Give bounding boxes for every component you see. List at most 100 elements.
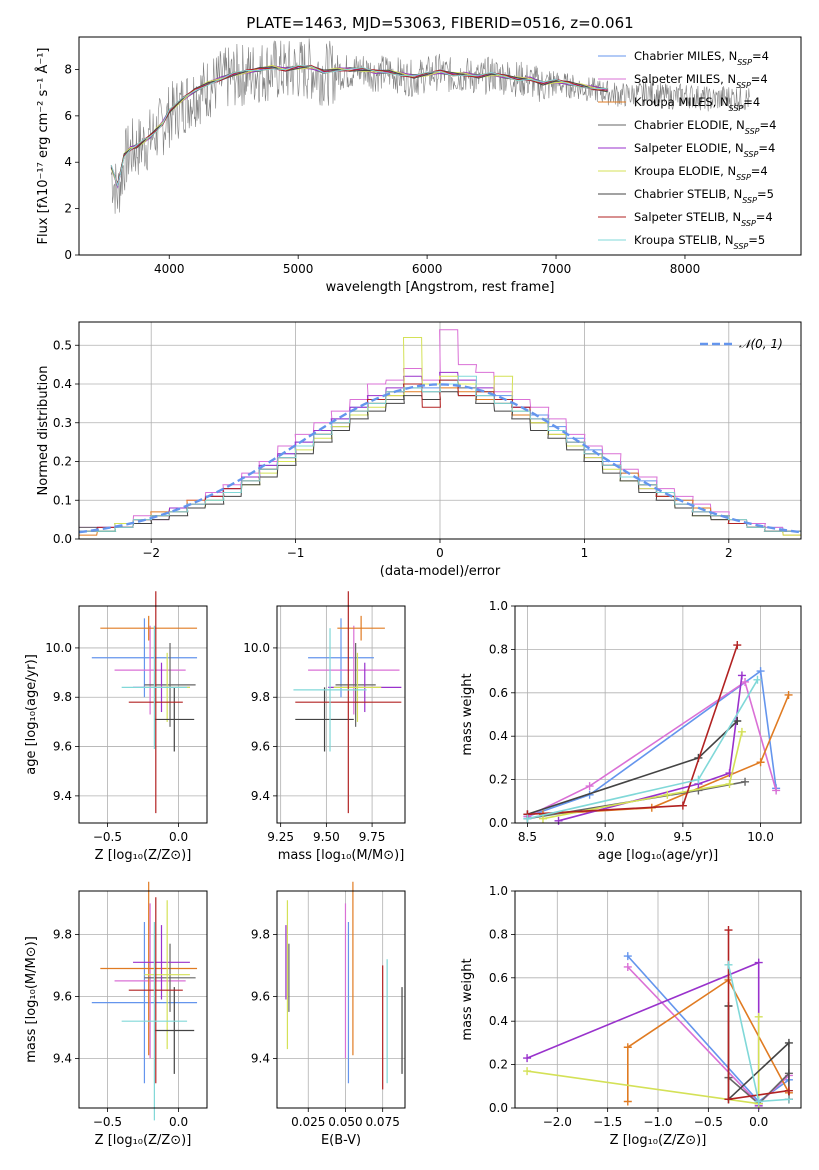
weight-line bbox=[527, 669, 777, 818]
y-axis-label: age [log₁₀(age/yr)] bbox=[24, 654, 39, 775]
weight-marker bbox=[725, 779, 734, 788]
y-tick-label: 0.6 bbox=[489, 686, 508, 700]
mass-vs-z-errorbars bbox=[91, 881, 198, 1121]
weight-marker bbox=[737, 671, 746, 680]
y-tick-label: 0.0 bbox=[489, 1101, 508, 1115]
legend-subscript: SSP bbox=[729, 104, 744, 113]
legend-subscript: SSP bbox=[736, 81, 751, 90]
x-tick-label: 9.25 bbox=[267, 830, 294, 844]
weight-marker bbox=[772, 786, 781, 795]
legend-text: Kroupa ELODIE, N bbox=[634, 164, 736, 178]
weight-marker bbox=[585, 782, 594, 791]
x-tick-label: 0.050 bbox=[328, 1115, 362, 1129]
x-tick-label: 10.0 bbox=[747, 830, 774, 844]
y-tick-label: 2 bbox=[64, 202, 72, 216]
y-tick-label: 0.4 bbox=[53, 377, 72, 391]
weight-marker bbox=[754, 1097, 763, 1106]
weight-marker bbox=[554, 816, 563, 825]
weight-marker bbox=[623, 1097, 632, 1106]
x-tick-label: −1 bbox=[287, 546, 305, 560]
x-tick-label: −2.0 bbox=[543, 1115, 572, 1129]
x-tick-label: 2 bbox=[725, 546, 733, 560]
weight-marker bbox=[523, 1054, 532, 1063]
y-tick-label: 6 bbox=[64, 109, 72, 123]
legend-label: Chabrier MILES, NSSP=4 bbox=[634, 49, 769, 67]
weight-marker bbox=[754, 1012, 763, 1021]
residuals-axes: −2 −1 0 1 2 0.0 0.1 0.2 0.3 0.4 0.5 (data-model)/er… bbox=[36, 322, 801, 579]
y-tick-label: 0.6 bbox=[489, 971, 508, 985]
y-tick-label: 0.2 bbox=[53, 455, 72, 469]
weight-marker bbox=[623, 952, 632, 961]
legend-suffix: =5 bbox=[748, 233, 765, 247]
weight-marker bbox=[538, 814, 547, 823]
legend-label: Chabrier ELODIE, NSSP=4 bbox=[634, 118, 776, 136]
x-tick-label: 7000 bbox=[541, 262, 572, 276]
legend-suffix: =4 bbox=[760, 118, 777, 132]
weight-line bbox=[727, 930, 790, 1101]
y-tick-label: 0.3 bbox=[53, 416, 72, 430]
legend-subscript: SSP bbox=[742, 196, 757, 205]
y-tick-label: 9.4 bbox=[251, 1051, 270, 1065]
y-tick-label: 1.0 bbox=[489, 884, 508, 898]
legend-label: 𝒩(0, 1) bbox=[739, 337, 783, 351]
legend-suffix: =4 bbox=[756, 210, 773, 224]
weight-marker bbox=[694, 775, 703, 784]
y-axis-label: mass weight bbox=[460, 958, 475, 1040]
x-tick-label: 0.075 bbox=[365, 1115, 399, 1129]
spectrum-frame bbox=[78, 36, 802, 256]
weight-marker bbox=[663, 790, 672, 799]
legend-text: Kroupa STELIB, N bbox=[634, 233, 734, 247]
y-tick-label: 4 bbox=[64, 155, 72, 169]
mass-vs-z-frame bbox=[78, 890, 208, 1109]
legend-suffix: =5 bbox=[757, 187, 774, 201]
y-tick-label: 0.1 bbox=[53, 493, 72, 507]
y-axis-label: Flux [fλ10⁻¹⁷ erg cm⁻² s⁻¹ Å⁻¹] bbox=[35, 48, 51, 245]
model-spectrum-line bbox=[110, 64, 608, 186]
x-tick-label: 5000 bbox=[283, 262, 314, 276]
mass-vs-ebv-frame bbox=[276, 890, 406, 1109]
legend-suffix: =4 bbox=[751, 72, 768, 86]
x-tick-label: 4000 bbox=[154, 262, 185, 276]
legend-subscript: SSP bbox=[741, 219, 756, 228]
age-vs-z-errorbars bbox=[91, 591, 198, 814]
weight-marker bbox=[756, 667, 765, 676]
y-tick-label: 0 bbox=[64, 248, 72, 262]
legend-suffix: =4 bbox=[751, 164, 768, 178]
legend-subscript: SSP bbox=[737, 58, 752, 67]
weight-marker bbox=[523, 1067, 532, 1076]
weight-marker bbox=[523, 814, 532, 823]
y-tick-label: 9.6 bbox=[53, 740, 72, 754]
model-spectrum-line bbox=[110, 65, 608, 186]
y-tick-label: 9.8 bbox=[53, 927, 72, 941]
x-tick-label: 9.5 bbox=[673, 830, 692, 844]
y-tick-label: 9.8 bbox=[53, 690, 72, 704]
y-axis-label: mass [log₁₀(M/M⊙)] bbox=[24, 936, 39, 1063]
weight-vs-z-lines bbox=[523, 926, 793, 1110]
observed-spectrum bbox=[110, 38, 750, 214]
weight-marker bbox=[724, 926, 733, 935]
residual-histograms bbox=[79, 329, 801, 539]
age-vs-z-frame bbox=[78, 605, 208, 824]
weight-marker bbox=[623, 1043, 632, 1052]
weight-marker bbox=[733, 641, 742, 650]
y-tick-label: 0.2 bbox=[489, 1058, 508, 1072]
weight-line bbox=[542, 731, 743, 820]
y-tick-label: 9.4 bbox=[53, 789, 72, 803]
legend-text: Chabrier MILES, N bbox=[634, 49, 737, 63]
weight-marker bbox=[784, 1086, 793, 1095]
x-tick-label: 6000 bbox=[412, 262, 443, 276]
weight-line bbox=[527, 680, 777, 818]
weight-line bbox=[526, 961, 760, 1106]
legend-label: Kroupa STELIB, NSSP=5 bbox=[634, 233, 765, 251]
spectrum-lines bbox=[110, 38, 750, 214]
x-axis-label: E(B-V) bbox=[321, 1133, 361, 1148]
x-tick-label: 8000 bbox=[670, 262, 701, 276]
y-tick-label: 9.6 bbox=[251, 989, 270, 1003]
x-axis-label: age [log₁₀(age/yr)] bbox=[598, 848, 719, 863]
residuals-frame bbox=[78, 321, 802, 540]
weight-marker bbox=[753, 675, 762, 684]
x-tick-label: 9.75 bbox=[359, 830, 386, 844]
weight-marker bbox=[724, 960, 733, 969]
y-axis-label: mass weight bbox=[460, 673, 475, 755]
gaussian-curve bbox=[79, 383, 801, 534]
